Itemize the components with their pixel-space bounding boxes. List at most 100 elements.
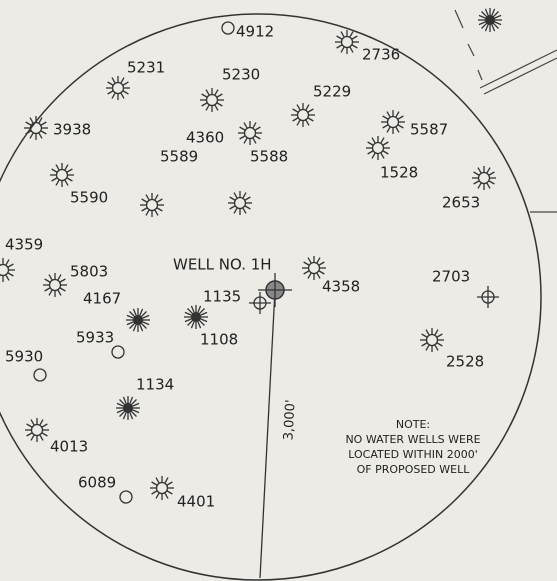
ray [473,171,480,176]
gas-symbol [340,35,354,49]
ray [349,46,354,53]
ray [64,179,69,186]
ray [307,272,312,279]
gas-symbol [296,108,310,122]
well-number: 1135 [203,288,241,306]
ray [481,11,488,18]
wells: 4912 2736 5231 5230 5229 3938 4360 5587 1528 5590… [0,8,502,511]
ray [187,319,194,326]
ray [57,289,62,296]
ray [318,261,325,266]
note-line: NOTE: [396,418,430,431]
ray [145,194,150,201]
ray [198,319,205,326]
ray [59,278,66,283]
ray [244,196,251,201]
ray [336,44,343,49]
ray [156,207,163,212]
well: 5588 [228,148,288,215]
ray [51,168,58,173]
ray [395,111,400,118]
well-number: 6089 [78,474,116,492]
well-number: 5803 [70,263,108,281]
ray [421,333,428,338]
ray [128,396,134,405]
ray [492,11,499,18]
ray [154,194,159,201]
ray [64,164,69,171]
ray [382,150,389,155]
ray [303,270,310,275]
ray [229,205,236,210]
well-number: 2703 [432,268,470,286]
ray [229,196,236,201]
ray [307,257,312,264]
ray [382,141,389,146]
ray [484,8,490,17]
proposed-well [258,273,292,307]
ray [141,320,150,326]
well: 5933 [76,329,125,359]
ray [184,317,193,323]
well: 2703 [432,268,499,308]
ray [40,121,47,126]
well: 5930 [5,348,47,382]
gas-symbol [155,481,169,495]
ray [122,90,129,95]
ray [140,311,147,318]
open-symbol [119,490,133,504]
ray [318,270,325,275]
dry-symbol [191,312,201,322]
ray [303,261,310,266]
gas-symbol [307,261,321,275]
well: 1108 [184,305,238,349]
ray [120,92,125,99]
ray [242,207,247,214]
ray [239,126,246,131]
ray [41,423,48,428]
well-number: 4358 [322,278,360,296]
ray [126,320,135,326]
ray [488,180,495,185]
ray [490,23,496,32]
ray [55,164,60,171]
ray [29,132,34,139]
well: 2528 [420,328,484,371]
ray [130,410,137,417]
ray [490,8,496,17]
gas-symbol [48,278,62,292]
ray [26,432,33,437]
ray [395,126,400,133]
well: 4360 [186,121,262,147]
well-number: 5933 [76,329,114,347]
ray [205,104,210,111]
ray [154,209,159,216]
ray [307,108,314,113]
well: 1135 [203,288,271,314]
ray [436,333,443,338]
well: 2653 [442,166,496,212]
gas-symbol [29,121,43,135]
ray [122,411,128,420]
ray [367,141,374,146]
well-number: 5588 [250,148,288,166]
gas-symbol [111,81,125,95]
well-number: 5590 [70,189,108,207]
ray [386,126,391,133]
well-number: 2653 [442,194,480,212]
ray [120,77,125,84]
ray [107,81,114,86]
ray [305,119,310,126]
ray [196,320,202,329]
ray [25,130,32,135]
ray [351,44,358,49]
gas-symbol [0,263,10,277]
ray [425,329,430,336]
ray [26,423,33,428]
ray [151,490,158,495]
ray [166,481,173,486]
ray [382,115,389,120]
ray [119,410,126,417]
well: 4013 [25,418,88,456]
well-number: 4401 [177,493,215,511]
